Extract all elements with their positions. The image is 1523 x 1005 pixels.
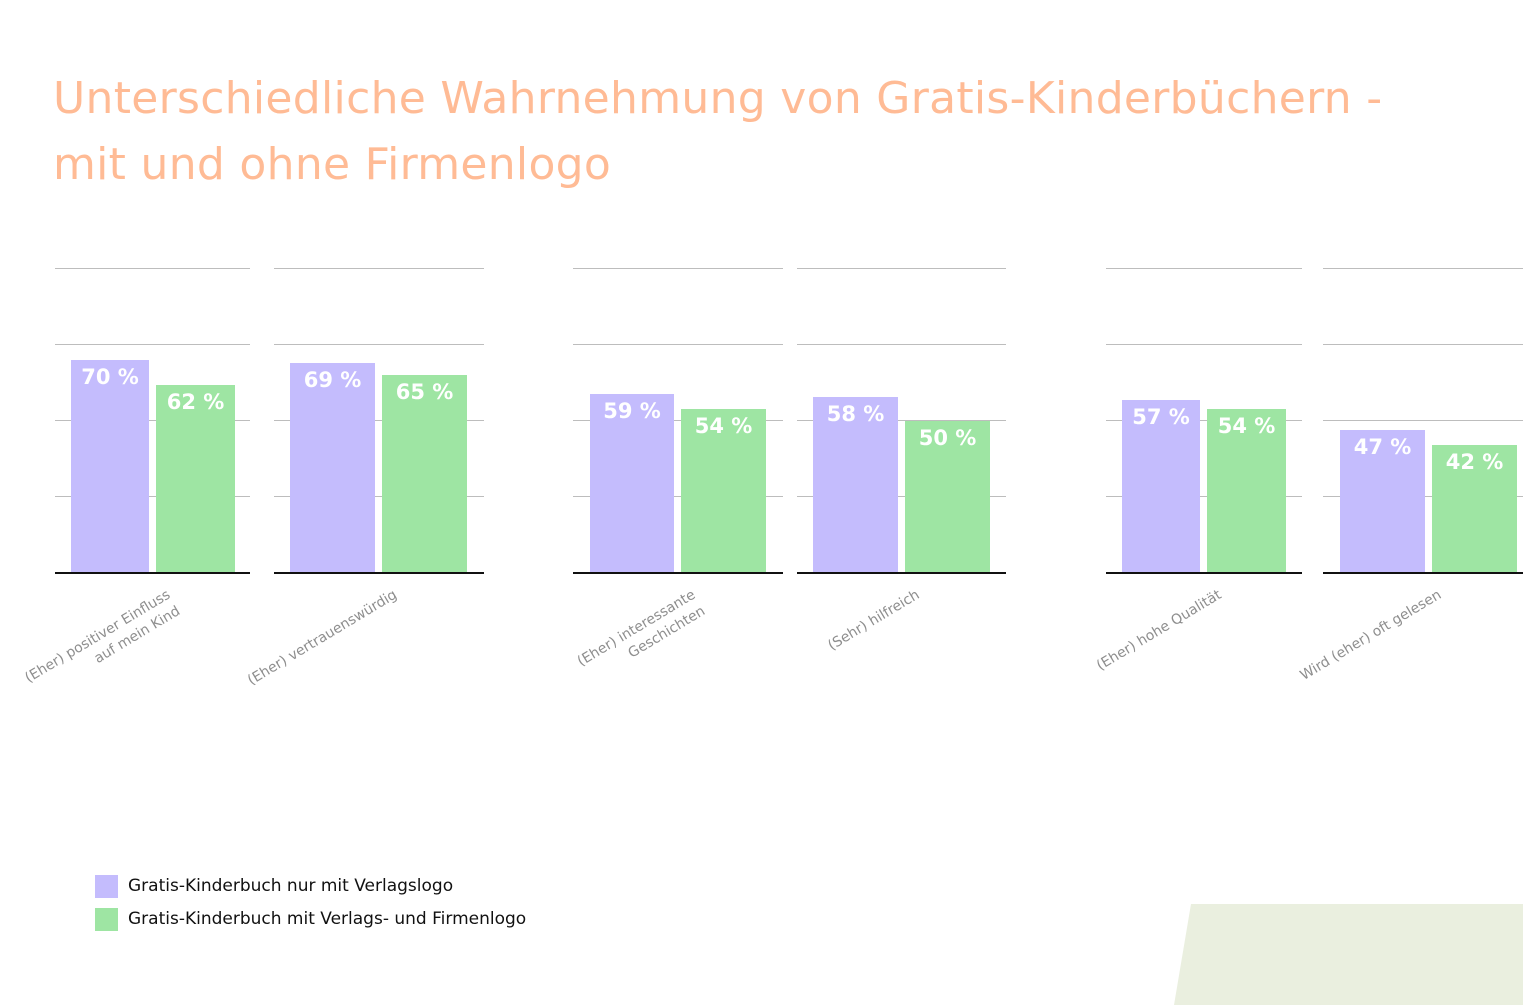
gridline: [274, 268, 484, 269]
gridline: [1106, 420, 1302, 421]
gridline: [797, 496, 1006, 497]
gridline: [1106, 496, 1302, 497]
gridline: [55, 344, 250, 345]
gridline: [573, 268, 783, 269]
decorative-corner-shape: [1174, 904, 1523, 1005]
bar-value-label: 59 %: [603, 398, 661, 423]
bar-value-label: 70 %: [81, 365, 139, 390]
chart-panel: 58 % 50 %: [797, 268, 1006, 574]
chart-title-line-2: mit und ohne Firmenlogo: [53, 139, 612, 190]
bar-series-1: 69 %: [290, 363, 375, 573]
x-axis-baseline: [55, 572, 250, 574]
chart-panel: 70 % 62 %: [55, 268, 250, 574]
bar-series-2: 54 %: [1207, 408, 1286, 573]
bar-value-label: 50 %: [918, 426, 977, 450]
legend-label-series-1: Gratis-Kinderbuch nur mit Verlagslogo: [128, 876, 454, 896]
gridline: [797, 420, 1006, 421]
x-axis-baseline: [797, 572, 1006, 574]
bar-value-label: 57 %: [1132, 404, 1190, 429]
legend-swatch-series-1: [95, 875, 118, 898]
gridline: [573, 344, 783, 345]
bar-series-2: 65 %: [382, 375, 467, 573]
bar-value-label: 62 %: [166, 389, 225, 414]
chart-title-line-1: Unterschiedliche Wahrnehmung von Gratis-…: [53, 73, 1383, 124]
chart-title: Unterschiedliche Wahrnehmung von Gratis-…: [53, 66, 1382, 198]
gridline: [1106, 268, 1302, 269]
chart-panel: 59 % 54 %: [573, 268, 783, 574]
bar-series-2: 42 %: [1432, 445, 1517, 573]
x-axis-baseline: [1106, 572, 1302, 574]
gridline: [573, 496, 783, 497]
bar-series-1: 70 %: [71, 360, 149, 573]
gridline: [1323, 344, 1523, 345]
bar-value-label: 47 %: [1353, 435, 1412, 460]
chart-panel: 69 % 65 %: [274, 268, 484, 574]
bar-value-label: 65 %: [395, 380, 454, 405]
bar-series-2: 50 %: [905, 421, 990, 573]
bar-series-1: 59 %: [590, 393, 674, 573]
x-axis-baseline: [1323, 572, 1523, 574]
bar-value-label: 69 %: [303, 368, 362, 393]
bar-series-2: 62 %: [156, 384, 235, 573]
x-axis-baseline: [274, 572, 484, 574]
bar-value-label: 54 %: [694, 413, 753, 438]
gridline: [797, 268, 1006, 269]
gridline: [573, 420, 783, 421]
gridline: [274, 420, 484, 421]
gridline: [274, 344, 484, 345]
bar-series-2: 54 %: [681, 408, 766, 573]
gridline: [55, 420, 250, 421]
gridline: [1106, 344, 1302, 345]
bar-value-label: 42 %: [1445, 450, 1504, 475]
gridline: [1323, 268, 1523, 269]
legend-swatch-series-2: [95, 908, 118, 931]
bar-value-label: 58 %: [826, 401, 885, 426]
bar-value-label: 54 %: [1217, 413, 1276, 438]
gridline: [55, 496, 250, 497]
bar-series-1: 47 %: [1340, 430, 1425, 573]
x-axis-baseline: [573, 572, 783, 574]
gridline: [55, 268, 250, 269]
gridline: [797, 344, 1006, 345]
bar-series-1: 58 %: [813, 396, 898, 573]
chart-panel: 57 % 54 %: [1106, 268, 1302, 574]
legend-label-series-2: Gratis-Kinderbuch mit Verlags- und Firme…: [128, 909, 527, 929]
chart-panel: 47 % 42 %: [1323, 268, 1523, 574]
bar-series-1: 57 %: [1122, 399, 1200, 573]
bar-chart: 70 % 62 % (Eher) positiver Einfluss auf mei…: [22, 268, 1523, 689]
gridline: [1323, 420, 1523, 421]
gridline: [274, 496, 484, 497]
